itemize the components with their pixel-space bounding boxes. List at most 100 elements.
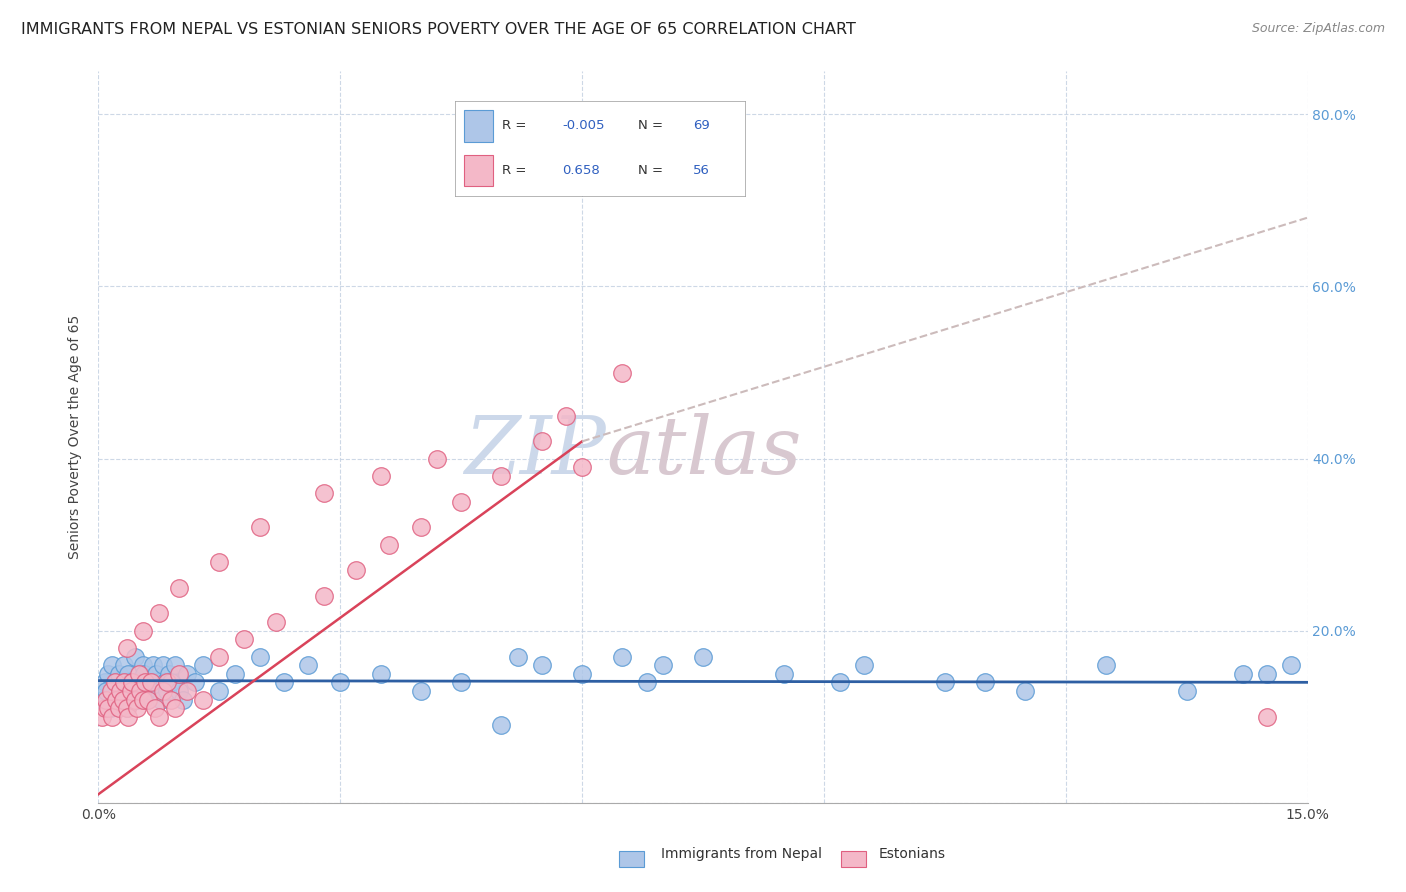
Point: [636, 675, 658, 690]
Point: [571, 666, 593, 681]
Point: [156, 684, 179, 698]
Point: [1256, 710, 1278, 724]
Point: [101, 710, 124, 724]
Point: [157, 666, 180, 681]
Point: [249, 649, 271, 664]
Point: [692, 649, 714, 664]
Point: [143, 701, 166, 715]
Point: [121, 684, 143, 698]
Point: [344, 564, 367, 578]
Point: [101, 658, 124, 673]
Point: [853, 658, 876, 673]
Text: ZIP: ZIP: [464, 413, 606, 491]
Point: [148, 710, 170, 724]
Point: [314, 486, 336, 500]
Point: [1175, 684, 1198, 698]
Point: [772, 666, 794, 681]
Point: [934, 675, 956, 690]
Point: [108, 684, 131, 698]
Point: [160, 692, 183, 706]
Point: [1095, 658, 1118, 673]
Point: [167, 666, 190, 681]
Point: [148, 607, 170, 621]
Point: [127, 692, 149, 706]
Point: [150, 692, 173, 706]
Point: [651, 658, 673, 673]
Point: [132, 624, 155, 638]
Point: [377, 538, 399, 552]
Point: [94, 701, 117, 715]
Point: [129, 684, 152, 698]
Y-axis label: Seniors Poverty Over the Age of 65: Seniors Poverty Over the Age of 65: [69, 315, 83, 559]
Point: [127, 701, 149, 715]
Point: [105, 675, 128, 690]
Point: [94, 675, 117, 690]
Point: [426, 451, 449, 466]
Point: [176, 684, 198, 698]
Point: [208, 555, 231, 569]
Point: [132, 692, 155, 706]
Point: [314, 589, 336, 603]
Point: [134, 666, 156, 681]
Text: atlas: atlas: [606, 413, 801, 491]
Point: [156, 675, 179, 690]
Point: [152, 658, 174, 673]
Point: [1281, 658, 1303, 673]
Point: [370, 666, 392, 681]
Point: [612, 366, 634, 380]
Point: [91, 710, 114, 724]
Point: [105, 692, 128, 706]
Point: [132, 658, 155, 673]
Point: [1232, 666, 1254, 681]
Point: [232, 632, 254, 647]
Point: [152, 684, 174, 698]
Point: [571, 460, 593, 475]
Point: [111, 692, 134, 706]
Point: [264, 615, 287, 629]
Point: [138, 692, 160, 706]
Point: [142, 658, 165, 673]
Point: [145, 666, 167, 681]
Point: [91, 692, 114, 706]
Point: [297, 658, 319, 673]
Point: [108, 684, 131, 698]
Point: [224, 666, 246, 681]
Point: [1014, 684, 1036, 698]
Point: [176, 666, 198, 681]
Point: [129, 675, 152, 690]
Point: [450, 494, 472, 508]
Point: [491, 468, 513, 483]
Point: [103, 692, 125, 706]
Point: [409, 520, 432, 534]
Point: [134, 675, 156, 690]
Point: [163, 701, 186, 715]
Point: [160, 675, 183, 690]
Point: [450, 675, 472, 690]
Point: [491, 718, 513, 732]
Point: [97, 666, 120, 681]
Point: [612, 649, 634, 664]
Point: [409, 684, 432, 698]
Point: [167, 581, 190, 595]
Point: [506, 649, 529, 664]
Text: Estonians: Estonians: [879, 847, 946, 861]
Point: [193, 658, 215, 673]
Point: [974, 675, 997, 690]
Point: [107, 701, 129, 715]
Point: [121, 675, 143, 690]
Point: [1256, 666, 1278, 681]
Point: [139, 675, 162, 690]
Point: [120, 675, 142, 690]
Text: Source: ZipAtlas.com: Source: ZipAtlas.com: [1251, 22, 1385, 36]
Point: [103, 675, 125, 690]
Point: [117, 710, 139, 724]
Point: [117, 666, 139, 681]
Point: [124, 649, 146, 664]
Point: [96, 692, 118, 706]
Point: [120, 684, 142, 698]
Point: [96, 684, 118, 698]
Point: [828, 675, 851, 690]
Point: [100, 684, 122, 698]
Point: [153, 675, 176, 690]
Point: [193, 692, 215, 706]
